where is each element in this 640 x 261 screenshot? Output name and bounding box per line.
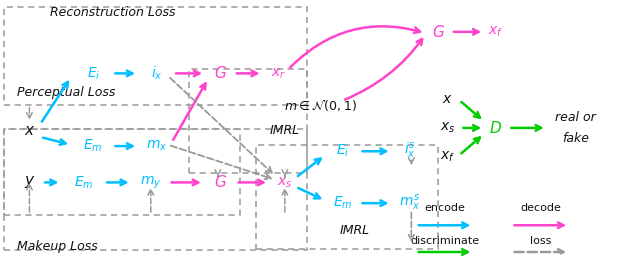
Text: Perceptual Loss: Perceptual Loss [17,86,115,99]
Text: $i_x$: $i_x$ [151,65,163,82]
Text: $i_x^s$: $i_x^s$ [403,141,415,161]
Text: $G$: $G$ [214,66,228,81]
Text: decode: decode [520,203,561,213]
Text: $E_m$: $E_m$ [333,195,352,211]
Text: fake: fake [562,132,589,145]
Text: Makeup Loss: Makeup Loss [17,240,97,253]
Text: $x_r$: $x_r$ [271,66,286,81]
Text: $x_s$: $x_s$ [440,121,456,135]
Text: $x$: $x$ [442,92,453,106]
Text: real or: real or [555,111,596,124]
Text: $m_x$: $m_x$ [147,139,168,153]
Text: encode: encode [424,203,465,213]
Text: $E_m$: $E_m$ [74,174,93,191]
Text: Reconstruction Loss: Reconstruction Loss [50,6,175,19]
Text: IMRL: IMRL [340,224,370,237]
Text: $E_i$: $E_i$ [86,65,100,82]
Text: $G$: $G$ [214,174,228,191]
Text: IMRL: IMRL [270,124,300,137]
Text: $m_x^s$: $m_x^s$ [399,193,420,213]
Text: loss: loss [530,236,551,246]
Text: $E_m$: $E_m$ [83,138,103,154]
Text: $m_y$: $m_y$ [140,174,161,191]
Text: $x_s$: $x_s$ [277,175,292,190]
Text: $G$: $G$ [431,24,445,40]
Text: $D$: $D$ [489,120,502,136]
Text: $y$: $y$ [24,174,35,191]
Text: $E_i$: $E_i$ [335,143,349,159]
Text: $x$: $x$ [24,123,35,138]
Text: discriminate: discriminate [410,236,479,246]
Text: $x_f$: $x_f$ [488,25,503,39]
Text: $m \in \mathcal{N}(0,1)$: $m \in \mathcal{N}(0,1)$ [284,97,356,112]
Text: $x_f$: $x_f$ [440,149,455,164]
